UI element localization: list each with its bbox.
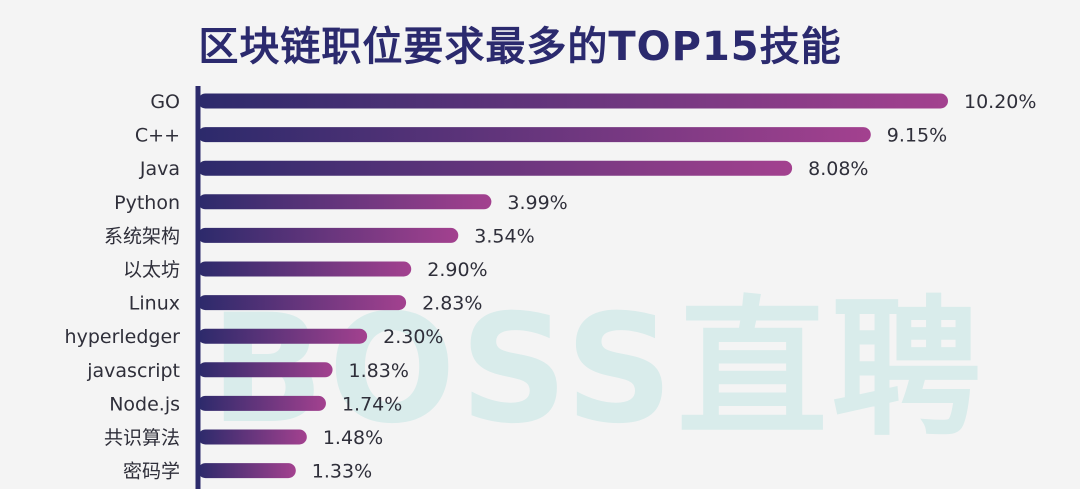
category-label: GO	[150, 91, 180, 113]
category-label: C++	[135, 125, 180, 147]
bar-0	[198, 93, 948, 109]
bar-5	[198, 261, 412, 277]
value-label: 1.33%	[312, 461, 372, 483]
value-label: 1.74%	[342, 393, 402, 415]
value-label: 1.83%	[349, 360, 409, 382]
value-label: 8.08%	[808, 158, 868, 180]
value-label: 10.20%	[964, 91, 1036, 113]
category-label: javascript	[86, 360, 180, 382]
category-label: 以太坊	[123, 259, 180, 281]
bar-8	[198, 362, 333, 378]
bar-1	[198, 127, 871, 143]
value-label: 9.15%	[887, 125, 947, 147]
category-label: 密码学	[123, 461, 180, 483]
category-label: Java	[139, 158, 180, 180]
category-label: 共识算法	[104, 427, 180, 449]
category-label: Node.js	[109, 393, 180, 415]
bar-10	[198, 429, 307, 445]
bar-2	[198, 160, 793, 176]
value-label: 2.90%	[427, 259, 487, 281]
category-label: hyperledger	[65, 326, 181, 348]
bar-4	[198, 227, 459, 243]
value-label: 2.83%	[422, 293, 482, 315]
bar-3	[198, 194, 492, 210]
bar-9	[198, 395, 326, 411]
value-label: 2.30%	[383, 326, 443, 348]
category-label: Python	[114, 192, 180, 214]
value-label: 3.99%	[507, 192, 567, 214]
category-label: 系统架构	[104, 225, 180, 247]
chart-title: 区块链职位要求最多的TOP15技能	[198, 24, 842, 70]
bar-6	[198, 295, 407, 311]
value-label: 1.48%	[323, 427, 383, 449]
category-label: Linux	[129, 293, 180, 315]
bar-7	[198, 328, 368, 344]
value-label: 3.54%	[474, 225, 534, 247]
bar-11	[198, 463, 296, 479]
